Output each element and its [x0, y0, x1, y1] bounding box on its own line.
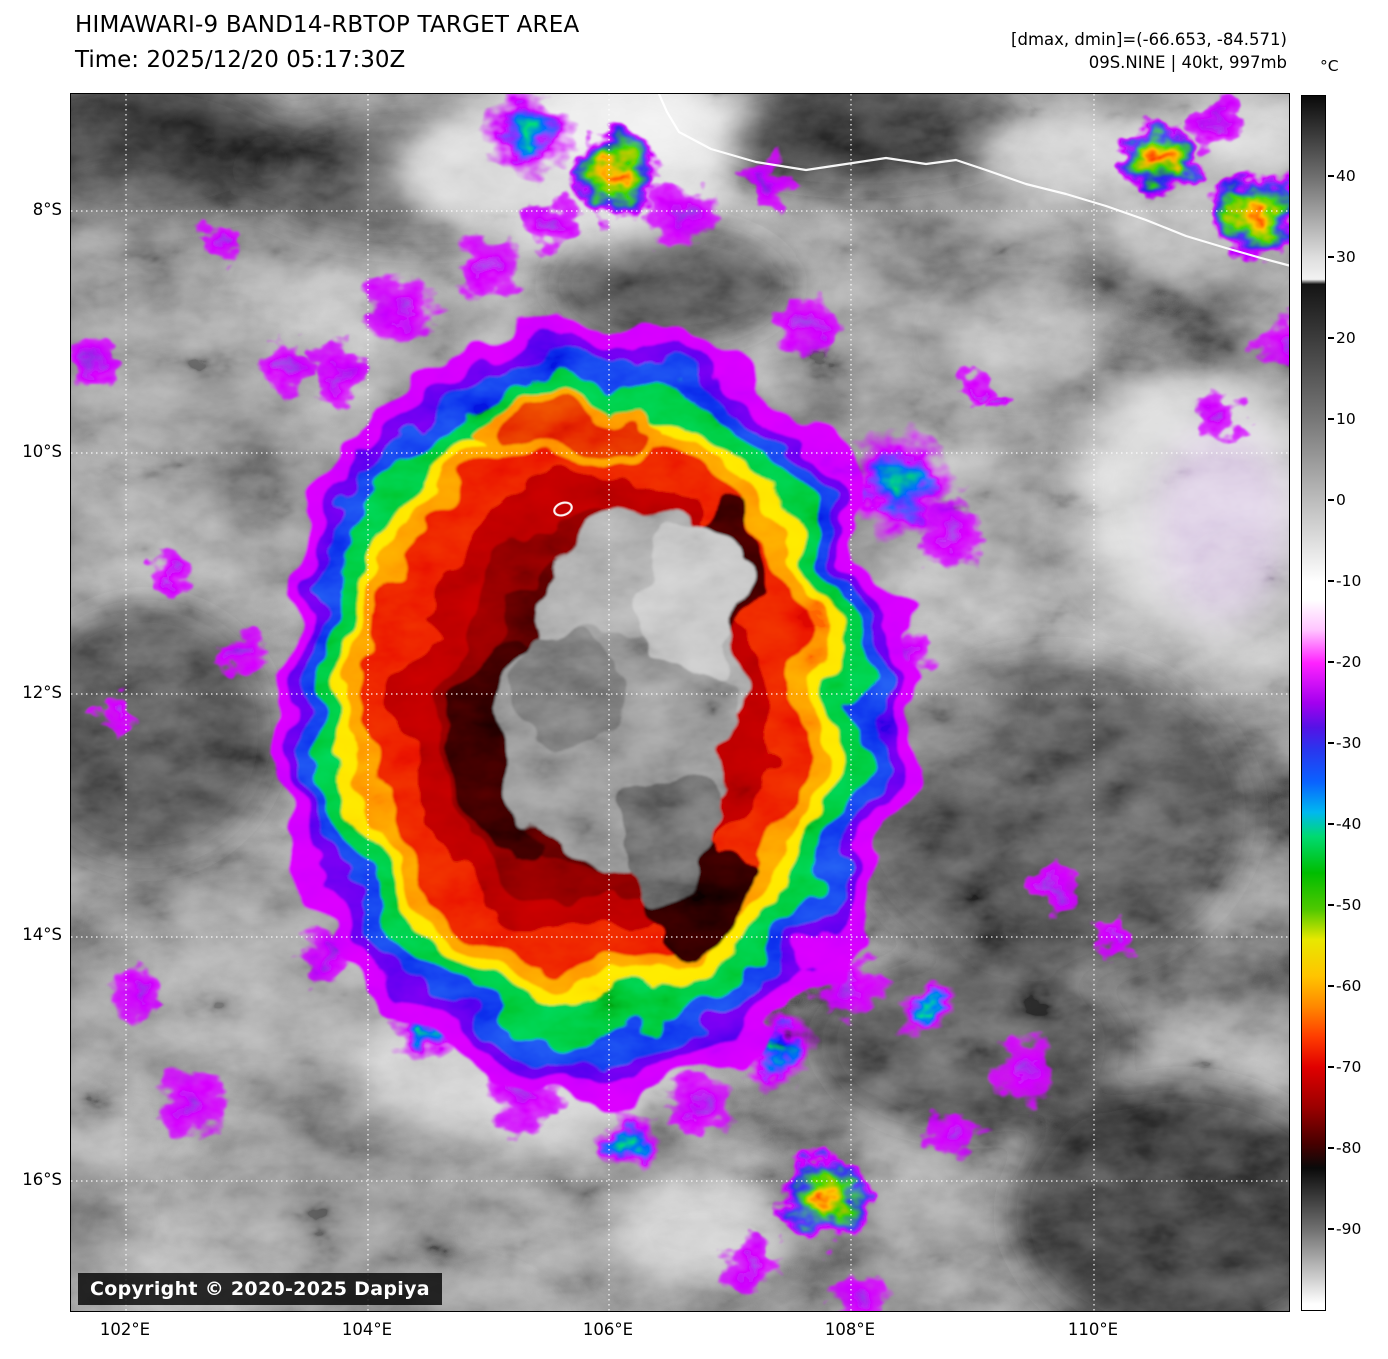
colorbar-tick-m90: -90 [1328, 1219, 1386, 1239]
lon-tick-104e: 104°E [341, 1320, 393, 1339]
lon-tick-108e: 108°E [824, 1320, 876, 1339]
colorbar-unit: °C [1320, 57, 1339, 75]
island-contour [553, 501, 573, 517]
colorbar-tick-m70: -70 [1328, 1057, 1386, 1077]
colorbar-tick-20: 20 [1328, 328, 1386, 348]
lat-tick-10s: 10°S [22, 442, 62, 461]
lon-tick-102e: 102°E [99, 1320, 151, 1339]
map-plot: Copyright © 2020-2025 Dapiya [70, 93, 1290, 1312]
colorbar [1301, 95, 1326, 1311]
product-title: HIMAWARI-9 BAND14-RBTOP TARGET AREA [75, 12, 580, 38]
colorbar-tick-30: 30 [1328, 247, 1386, 267]
satellite-image [71, 94, 1289, 1311]
gridlines [71, 94, 1289, 1311]
colorbar-tick-m20: -20 [1328, 652, 1386, 672]
lon-tick-110e: 110°E [1067, 1320, 1119, 1339]
colorbar-tick-m80: -80 [1328, 1138, 1386, 1158]
copyright-badge: Copyright © 2020-2025 Dapiya [78, 1273, 442, 1305]
colorbar-tick-m30: -30 [1328, 733, 1386, 753]
storm-info: 09S.NINE | 40kt, 997mb [1088, 53, 1287, 72]
lat-tick-16s: 16°S [22, 1170, 62, 1189]
lat-tick-8s: 8°S [32, 200, 62, 219]
colorbar-tick-0: 0 [1328, 490, 1386, 510]
colorbar-tick-m10: -10 [1328, 571, 1386, 591]
dmax-dmin-readout: [dmax, dmin]=(-66.653, -84.571) [1011, 30, 1287, 49]
lat-tick-14s: 14°S [22, 925, 62, 944]
colorbar-tick-m40: -40 [1328, 814, 1386, 834]
coastline [553, 94, 1289, 517]
colorbar-tick-40: 40 [1328, 166, 1386, 186]
lat-tick-12s: 12°S [22, 683, 62, 702]
colorbar-tick-m60: -60 [1328, 976, 1386, 996]
lon-tick-106e: 106°E [582, 1320, 634, 1339]
header-readouts: [dmax, dmin]=(-66.653, -84.571) 09S.NINE… [1011, 28, 1287, 74]
cloud-texture-overlay [71, 94, 1289, 1311]
product-time: Time: 2025/12/20 05:17:30Z [75, 47, 406, 73]
colorbar-tick-10: 10 [1328, 409, 1386, 429]
colorbar-tick-m50: -50 [1328, 895, 1386, 915]
